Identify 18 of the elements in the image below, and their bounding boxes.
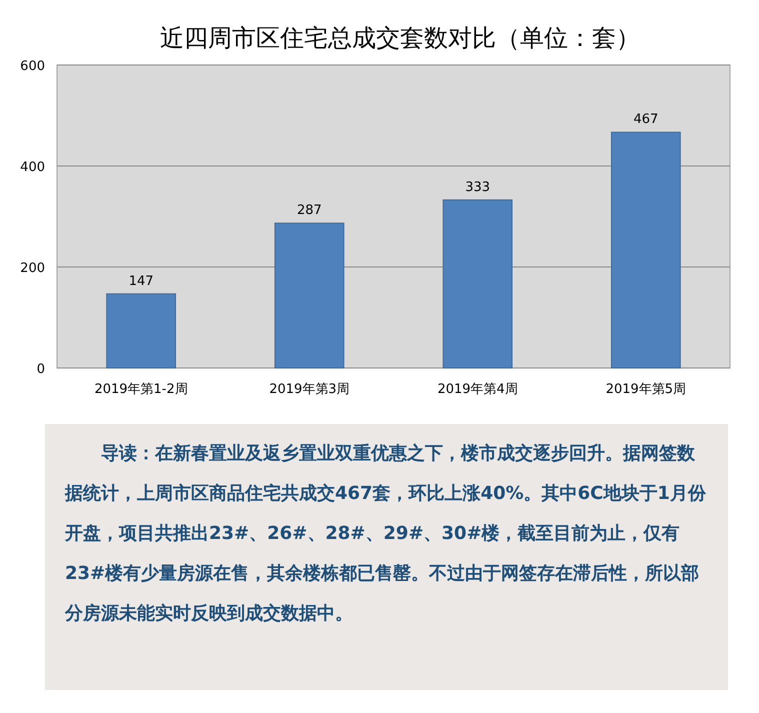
bar — [442, 199, 513, 368]
x-tick-label: 2019年第3周 — [269, 382, 350, 397]
y-tick-label: 600 — [20, 59, 45, 74]
x-tick-label: 2019年第1-2周 — [94, 382, 188, 397]
text: 导读：在新春置业及返乡置业双重优惠之下，楼市成交逐步回升。据网签数据统计，上周市区商品住宅共成交467套，环比上涨40%。其中6C地块于1月份开盘，项目共推出23#、26#、28#、29#、30#楼，截至目前为止，仅有23#楼有少量房源在售，其余楼栋都已售罄。不过由于网签存在滞后性，所以部分房源未能实时反映到成交数据中。 — [65, 442, 707, 626]
data-label: 333 — [465, 180, 490, 195]
bar — [274, 222, 344, 368]
y-tick-label: 200 — [20, 261, 45, 276]
chart-title: 近四周市区住宅总成交套数对比（单位：套） — [160, 24, 640, 52]
bar — [610, 132, 681, 368]
y-tick-label: 400 — [20, 160, 45, 175]
x-tick-label: 2019年第5周 — [606, 382, 686, 397]
y-tick-label: 0 — [36, 362, 45, 377]
data-label: 147 — [128, 274, 154, 289]
data-label: 467 — [633, 112, 658, 128]
x-tick-label: 2019年第4周 — [437, 382, 518, 397]
data-label: 287 — [296, 203, 322, 218]
bar — [106, 293, 176, 368]
